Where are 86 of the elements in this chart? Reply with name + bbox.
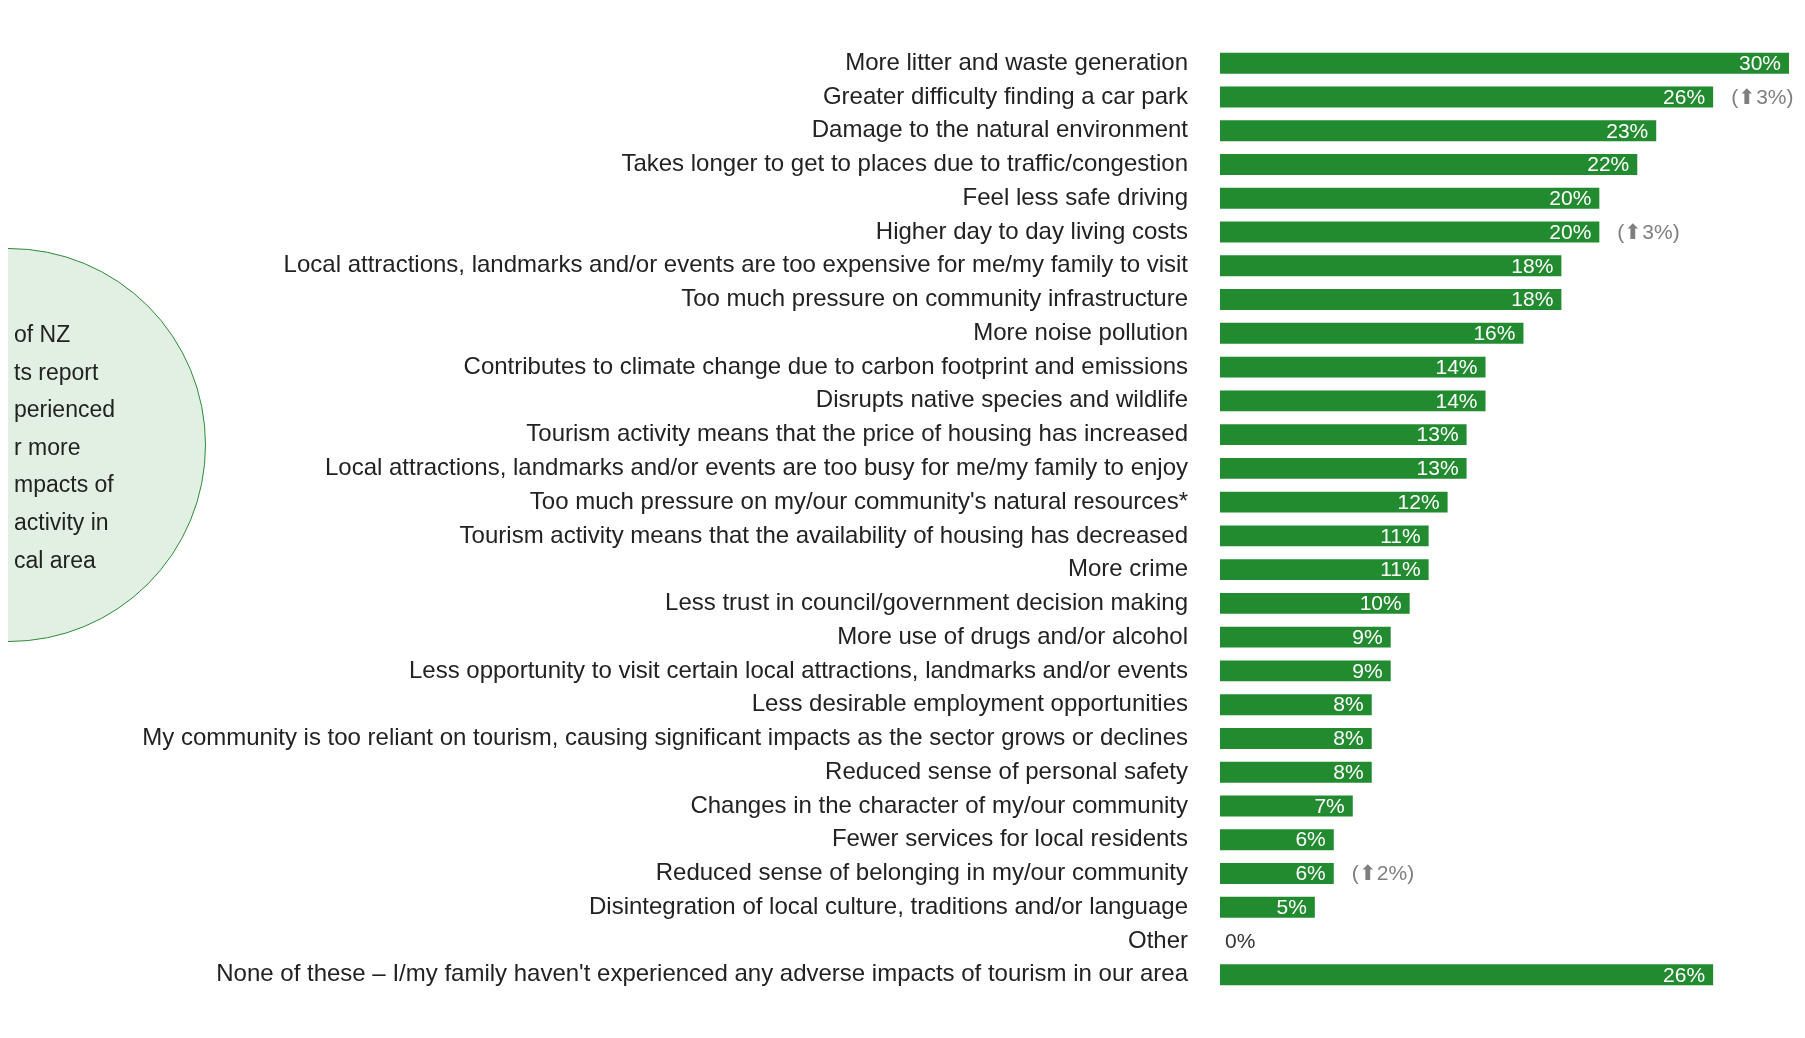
data-label: 13% bbox=[1416, 456, 1459, 480]
bar bbox=[1220, 322, 1524, 344]
data-label: 8% bbox=[1333, 692, 1364, 716]
y-tick-label: My community is too reliant on tourism, causing significant impacts as the sector grows or declines bbox=[142, 723, 1188, 751]
data-label: 14% bbox=[1435, 388, 1478, 412]
data-label: 11% bbox=[1380, 523, 1421, 547]
data-label: 0% bbox=[1225, 928, 1256, 952]
y-tick-label: More noise pollution bbox=[973, 317, 1188, 345]
y-tick-label: Less trust in council/government decision making bbox=[665, 588, 1188, 616]
bar bbox=[1220, 795, 1353, 817]
y-tick-label: Takes longer to get to places due to traffic/congestion bbox=[621, 149, 1188, 177]
bar bbox=[1220, 356, 1486, 378]
data-label: 8% bbox=[1333, 759, 1364, 783]
data-label: 26% bbox=[1663, 962, 1706, 986]
bar bbox=[1220, 829, 1334, 851]
bar bbox=[1220, 390, 1486, 412]
bar bbox=[1220, 626, 1391, 648]
bar bbox=[1220, 52, 1789, 74]
bar bbox=[1220, 727, 1372, 749]
data-label: 18% bbox=[1511, 287, 1554, 311]
data-label: 9% bbox=[1352, 658, 1383, 682]
bar bbox=[1220, 660, 1391, 682]
data-label: 30% bbox=[1738, 51, 1781, 75]
data-label: 12% bbox=[1397, 489, 1440, 513]
bar bbox=[1220, 86, 1714, 108]
bar bbox=[1220, 120, 1657, 142]
y-tick-label: Tourism activity means that the price of housing has increased bbox=[526, 419, 1188, 447]
y-tick-label: Less desirable employment opportunities bbox=[751, 689, 1188, 717]
data-label: 18% bbox=[1511, 253, 1554, 277]
y-tick-label: Too much pressure on my/our community's natural resources* bbox=[529, 486, 1188, 514]
y-tick-label: Local attractions, landmarks and/or events are too busy for me/my family to enjoy bbox=[324, 452, 1188, 480]
annotation: (⬆3%) bbox=[1731, 84, 1794, 108]
y-tick-label: Disintegration of local culture, traditions and/or language bbox=[588, 891, 1188, 919]
data-label: 16% bbox=[1473, 321, 1516, 345]
y-tick-label: Feel less safe driving bbox=[962, 182, 1188, 210]
data-label: 10% bbox=[1359, 591, 1402, 615]
data-label: 20% bbox=[1549, 219, 1592, 243]
data-label: 14% bbox=[1435, 354, 1478, 378]
y-tick-label: More crime bbox=[1067, 554, 1188, 582]
y-tick-label: Less opportunity to visit certain local attractions, landmarks and/or events bbox=[408, 655, 1188, 683]
y-tick-label: Greater difficulty finding a car park bbox=[822, 81, 1189, 109]
annotation: (⬆3%) bbox=[1617, 219, 1680, 243]
y-tick-label: Too much pressure on community infrastructure bbox=[681, 284, 1188, 312]
data-label: 7% bbox=[1314, 793, 1345, 817]
y-tick-label: Contributes to climate change due to carbon footprint and emissions bbox=[463, 351, 1188, 379]
y-tick-label: Other bbox=[1127, 925, 1188, 953]
data-label: 23% bbox=[1606, 118, 1649, 142]
annotation: (⬆2%) bbox=[1351, 861, 1415, 885]
data-label: 13% bbox=[1416, 422, 1459, 446]
data-label: 22% bbox=[1587, 152, 1630, 176]
data-label: 26% bbox=[1663, 84, 1706, 108]
bar bbox=[1220, 187, 1600, 209]
y-tick-label: Local attractions, landmarks and/or events are too expensive for me/my family to visit bbox=[283, 250, 1189, 278]
bar bbox=[1220, 289, 1562, 311]
y-tick-label: Disrupts native species and wildlife bbox=[815, 385, 1188, 413]
data-label: 20% bbox=[1549, 186, 1592, 210]
text: of NZ ts report perienced r more mpacts of activity in cal area bbox=[14, 320, 117, 575]
bar bbox=[1220, 862, 1334, 884]
bar bbox=[1220, 221, 1600, 243]
bar bbox=[1220, 154, 1638, 176]
bar bbox=[1220, 525, 1429, 547]
bar bbox=[1220, 424, 1467, 446]
y-tick-label: Reduced sense of belonging in my/our community bbox=[655, 858, 1188, 886]
bar bbox=[1220, 964, 1714, 986]
y-tick-label: Fewer services for local residents bbox=[831, 824, 1188, 852]
y-tick-label: Damage to the natural environment bbox=[811, 115, 1189, 143]
y-tick-label: More litter and waste generation bbox=[845, 47, 1188, 75]
y-tick-label: Tourism activity means that the availability of housing has decreased bbox=[459, 520, 1188, 548]
bar bbox=[1220, 761, 1372, 783]
data-label: 6% bbox=[1295, 827, 1326, 851]
bar bbox=[1220, 694, 1372, 716]
data-label: 9% bbox=[1352, 624, 1383, 648]
y-tick-label: More use of drugs and/or alcohol bbox=[837, 621, 1188, 649]
data-label: 6% bbox=[1295, 861, 1326, 885]
y-tick-label: Higher day to day living costs bbox=[875, 216, 1188, 244]
data-label: 8% bbox=[1333, 726, 1364, 750]
bar bbox=[1220, 592, 1410, 614]
y-tick-label: Changes in the character of my/our community bbox=[690, 790, 1188, 818]
data-label: 5% bbox=[1276, 895, 1307, 918]
bar bbox=[1220, 255, 1562, 277]
y-tick-label: Reduced sense of personal safety bbox=[825, 756, 1188, 784]
data-label: 11% bbox=[1380, 557, 1421, 581]
y-tick-label: None of these – I/my family haven't experienced any adverse impacts of tourism in our area bbox=[216, 959, 1189, 987]
bar bbox=[1220, 559, 1429, 581]
bar bbox=[1220, 491, 1448, 513]
bar bbox=[1220, 457, 1467, 479]
